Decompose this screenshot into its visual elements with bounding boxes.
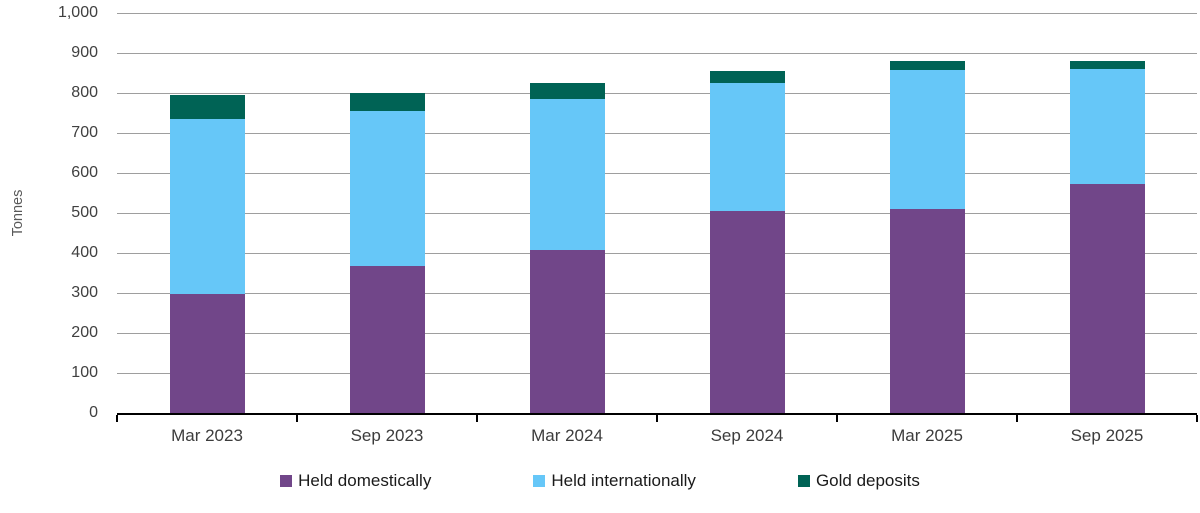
bar-segment-gold-deposits <box>169 95 245 120</box>
bar-segment-held-internationally <box>709 83 785 211</box>
y-tick-label: 800 <box>71 84 98 101</box>
bar-segment-held-domestically <box>889 209 965 413</box>
legend-label: Gold deposits <box>815 471 920 490</box>
gridline <box>117 93 1197 94</box>
legend-label: Held domestically <box>298 471 432 490</box>
y-tick-label: 1,000 <box>57 4 98 21</box>
x-axis-tick <box>836 415 838 422</box>
x-axis-tick <box>1016 415 1018 422</box>
legend-swatch-icon <box>533 475 546 487</box>
gridline <box>117 173 1197 174</box>
bar-sep-2023 <box>349 92 425 413</box>
legend-swatch-icon <box>280 475 293 487</box>
x-axis-tick <box>656 415 658 422</box>
legend-item-held-internationally: Held internationally <box>533 471 696 491</box>
gridline <box>117 213 1197 214</box>
y-tick-label: 600 <box>71 164 98 181</box>
gridline <box>117 373 1197 374</box>
bar-segment-held-domestically <box>709 210 785 413</box>
bar-segment-held-internationally <box>889 69 965 210</box>
x-category-label: Mar 2023 <box>171 426 243 445</box>
bar-segment-held-internationally <box>529 98 605 251</box>
x-axis-tick <box>296 415 298 422</box>
x-category-label: Sep 2025 <box>1070 426 1144 445</box>
y-tick-label: 200 <box>71 324 98 341</box>
x-category-label: Mar 2024 <box>531 426 603 445</box>
bar-sep-2025 <box>1069 61 1145 413</box>
gridline <box>117 53 1197 54</box>
y-tick-label: 300 <box>71 284 98 301</box>
plot-area <box>117 13 1197 415</box>
bar-mar-2025 <box>889 61 965 413</box>
bar-mar-2024 <box>529 83 605 413</box>
gridline <box>117 293 1197 294</box>
legend: Held domestically Held internationally Gol… <box>0 471 1200 491</box>
y-tick-label: 500 <box>71 204 98 221</box>
bar-mar-2023 <box>169 95 245 413</box>
y-tick-label: 0 <box>89 404 98 421</box>
y-tick-label: 100 <box>71 364 98 381</box>
x-axis-tick <box>116 415 118 422</box>
x-category-label: Sep 2024 <box>710 426 784 445</box>
x-axis-tick <box>1196 415 1198 422</box>
legend-label: Held internationally <box>551 471 696 490</box>
bar-segment-held-domestically <box>169 294 245 413</box>
x-axis-tick <box>476 415 478 422</box>
x-category-label: Mar 2025 <box>891 426 963 445</box>
bar-sep-2024 <box>709 70 785 413</box>
gridline <box>117 253 1197 254</box>
gridline <box>117 133 1197 134</box>
bar-segment-gold-deposits <box>889 61 965 70</box>
bar-segment-gold-deposits <box>349 92 425 111</box>
legend-item-gold-deposits: Gold deposits <box>797 471 920 491</box>
bar-segment-held-internationally <box>169 119 245 295</box>
bar-segment-gold-deposits <box>529 83 605 99</box>
bar-segment-held-domestically <box>1069 183 1145 413</box>
bar-segment-held-domestically <box>529 250 605 413</box>
bar-segment-gold-deposits <box>1069 61 1145 69</box>
y-tick-label: 700 <box>71 124 98 141</box>
x-category-label: Sep 2023 <box>350 426 424 445</box>
bar-segment-gold-deposits <box>709 70 785 83</box>
legend-item-held-domestically: Held domestically <box>280 471 431 491</box>
bar-segment-held-domestically <box>349 265 425 413</box>
gridline <box>117 13 1197 14</box>
legend-swatch-icon <box>797 475 810 487</box>
gridline <box>117 333 1197 334</box>
y-tick-label: 400 <box>71 244 98 261</box>
y-tick-label: 900 <box>71 44 98 61</box>
bar-segment-held-internationally <box>349 111 425 266</box>
bar-segment-held-internationally <box>1069 69 1145 184</box>
